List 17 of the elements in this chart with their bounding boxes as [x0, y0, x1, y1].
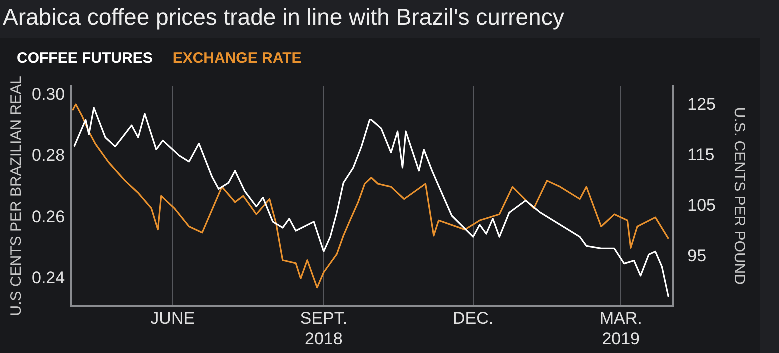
text: EXCHANGE RATE: [172, 50, 302, 67]
x-tick-label: JUNE: [150, 309, 196, 328]
x-tick-label: SEPT. 2018: [300, 309, 348, 348]
y-tick-label: 0.30: [32, 85, 66, 104]
x-tick-label: DEC.: [453, 309, 494, 328]
chart-title: Arabica coffee prices trade in line with Brazil's currency: [3, 4, 564, 31]
y-tick-label: 0.26: [32, 207, 66, 226]
y-tick-label: 0.24: [32, 268, 66, 288]
y-tick-label: 0.28: [32, 146, 66, 166]
text: COFFEE FUTURES: [17, 50, 153, 67]
y2-tick-label: 115: [688, 146, 715, 165]
y-axis-title: U.S CENTS PER BRAZILIAN REAL: [8, 76, 26, 316]
y2-tick-label: 125: [688, 95, 716, 114]
y2-axis-title: U.S. CENTS PER POUND: [730, 107, 748, 286]
x-tick-label: MAR. 2019: [600, 309, 642, 348]
y2-tick-label: 105: [688, 196, 716, 215]
y2-tick-label: 95: [688, 246, 707, 266]
